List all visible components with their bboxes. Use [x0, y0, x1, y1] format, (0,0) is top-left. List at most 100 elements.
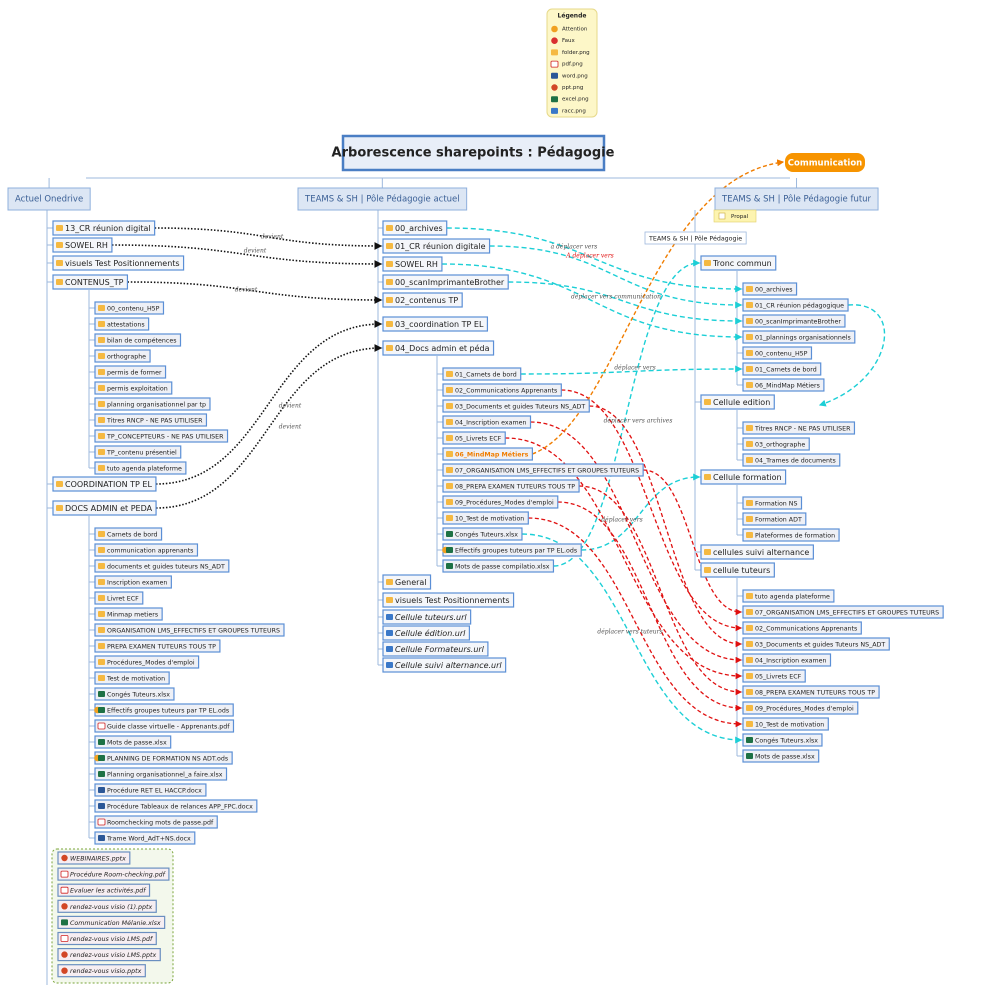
connector: [579, 485, 743, 696]
node-box: [442, 463, 644, 477]
node-label: 13_CR réunion digital: [65, 223, 151, 233]
icon: [98, 465, 105, 471]
node-label: 08_PREPA EXAMEN TUTEURS TOUS TP: [455, 484, 575, 491]
node: 08_PREPA EXAMEN TUTEURS TOUS TP: [742, 685, 880, 699]
node-box: [52, 255, 185, 271]
node-box: [442, 559, 555, 573]
node-box: [94, 575, 172, 589]
node-box: [382, 316, 489, 332]
node: Cellule suivi alternance.url: [382, 657, 507, 673]
icon: [98, 611, 105, 617]
node-box: [57, 883, 151, 897]
icon: [56, 279, 63, 285]
node-label: Congés Tuteurs.xlsx: [755, 737, 818, 745]
node: WEBINAIRES.pptx: [57, 851, 131, 865]
node-label: 04_Inscription examen: [455, 420, 527, 427]
node-label: rendez-vous visio (1).pptx: [70, 903, 152, 911]
icon: [98, 707, 105, 713]
nodes: Actuel Onedrive 13_CR réunion digital SOWE…: [7, 187, 944, 978]
node-label: 07_ORGANISATION LMS_EFFECTIFS ET GROUPES…: [455, 468, 639, 475]
icon: [56, 260, 63, 266]
node-label: Formation ADT: [755, 517, 802, 524]
node-box: [94, 333, 182, 347]
header-box: [7, 187, 91, 211]
icon: [746, 516, 753, 522]
node-label: 10_Test de motivation: [455, 516, 524, 523]
node-label: 00_contenu_H5P: [755, 351, 808, 358]
legend-item: Attention: [562, 27, 588, 33]
icon: [551, 107, 558, 114]
connector: [155, 320, 383, 485]
node: Formation ADT: [742, 512, 807, 526]
node-label: Mots de passe compilatio.xlsx: [455, 564, 550, 571]
node-box: [742, 637, 890, 651]
node: 00_scanImprimanteBrother: [382, 274, 509, 290]
node-label: Cellule suivi alternance.url: [395, 661, 502, 670]
node: Procédures_Modes d'emploi: [94, 655, 200, 669]
node-label: Communication Mélanie.xlsx: [70, 919, 161, 927]
node: 00_contenu_H5P: [94, 301, 165, 315]
icon: [746, 366, 753, 372]
node-label: SOWEL RH: [395, 260, 438, 269]
node-box: [742, 621, 862, 635]
node: 00_archives: [742, 282, 798, 296]
icon: [551, 84, 558, 91]
icon: [61, 951, 68, 958]
node-label: tuto agenda plateforme: [755, 594, 830, 601]
icon: [98, 563, 105, 569]
node-label: visuels Test Positionnements: [395, 596, 510, 605]
node-box: [382, 641, 489, 657]
node-label: ORGANISATION LMS_EFFECTIFS ET GROUPES TU…: [107, 628, 280, 635]
connector-label: déplacer vers communication: [571, 294, 661, 301]
node: 04_Docs admin et péda: [382, 340, 495, 356]
legend-item: Faux: [562, 38, 576, 44]
node: Roomchecking mots de passe.pdf: [94, 815, 218, 829]
connector: [156, 344, 383, 509]
connector: [505, 437, 743, 680]
connector-label: devient: [279, 403, 302, 410]
node-box: [700, 469, 787, 485]
node-label: 03_Documents et guides Tuteurs NS_ADT: [455, 404, 585, 411]
node-label: Procédure Room-checking.pdf: [70, 871, 167, 879]
node-label: WEBINAIRES.pptx: [70, 855, 126, 863]
node: tuto agenda plateforme: [94, 461, 187, 475]
node-label: Carnets de bord: [107, 532, 158, 539]
node-box: [742, 733, 823, 747]
node-label: 06_MindMap Métiers: [455, 451, 529, 459]
node-label: 01_CR réunion digitale: [395, 241, 486, 251]
node-label: 03_Documents et guides Tuteurs NS_ADT: [755, 642, 885, 649]
icon: [98, 787, 105, 793]
node-label: 09_Procédures_Modes d'emploi: [755, 705, 854, 713]
node: SOWEL RH: [382, 256, 443, 272]
node: 03_Documents et guides Tuteurs NS_ADT: [742, 637, 890, 651]
node-box: [442, 495, 559, 509]
icon: [98, 755, 105, 761]
icon: [61, 903, 68, 910]
icon: [746, 625, 753, 631]
node-label: bilan de compétences: [107, 337, 177, 345]
node: Test de motivation: [94, 671, 170, 685]
node-box: [742, 453, 841, 467]
node-label: CONTENUS_TP: [65, 278, 124, 287]
node: 01_Carnets de bord: [742, 362, 822, 376]
node-label: General: [395, 578, 427, 587]
node: 07_ORGANISATION LMS_EFFECTIFS ET GROUPES…: [442, 463, 644, 477]
icon: [61, 919, 68, 926]
node-label: documents et guides tuteurs NS_ADT: [107, 564, 225, 571]
node-label: Livret ECF: [107, 596, 139, 603]
node-label: 04_Trames de documents: [755, 458, 836, 465]
icon: [386, 225, 393, 231]
legend-item: excel.png: [562, 97, 589, 103]
node: 02_contenus TP: [382, 292, 463, 308]
column-title: Actuel Onedrive: [15, 195, 83, 205]
node-label: TP_contenu présentiel: [106, 449, 177, 457]
icon: [704, 549, 711, 555]
node-box: [442, 447, 533, 461]
node-box: [94, 559, 230, 573]
node-box: [442, 367, 522, 381]
node-box: [442, 431, 506, 445]
icon: [98, 835, 105, 841]
icon: [386, 261, 393, 267]
connector-label: déplacer vers: [614, 365, 655, 372]
icon: [746, 689, 753, 695]
